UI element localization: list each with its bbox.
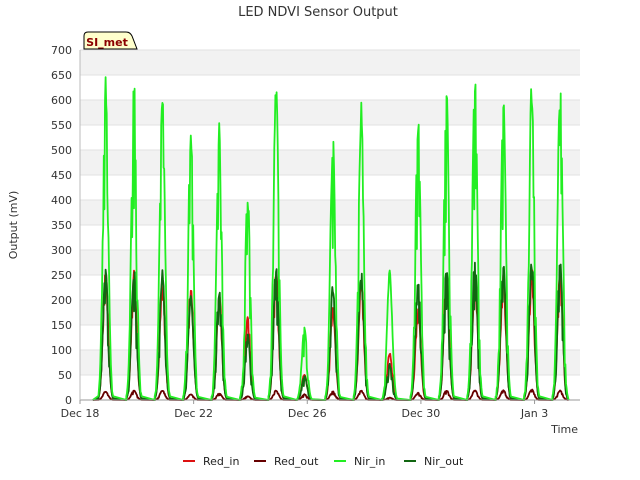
x-tick-label: Dec 18 <box>61 407 100 420</box>
legend-item: Red_out <box>254 455 319 468</box>
y-tick-label: 400 <box>51 194 72 207</box>
legend-label: Nir_in <box>354 455 385 468</box>
x-tick-label: Dec 22 <box>174 407 213 420</box>
axes <box>79 50 580 401</box>
plot-band <box>80 75 580 100</box>
y-tick-label: 0 <box>65 394 72 407</box>
series-line-red-out <box>92 388 569 401</box>
y-axis-label: Output (mV) <box>7 191 20 260</box>
legend: Red_in Red_out Nir_in Nir_out <box>183 455 464 468</box>
y-tick-label: 300 <box>51 244 72 257</box>
series-lines <box>92 76 570 401</box>
plot-band <box>80 50 580 75</box>
y-tick-label: 500 <box>51 144 72 157</box>
series-line-nir-in <box>92 76 570 401</box>
y-tick-label: 100 <box>51 344 72 357</box>
x-tick-labels: Dec 18 Dec 22 Dec 26 Dec 30 Jan 3 <box>61 400 548 420</box>
x-tick-label: Dec 26 <box>288 407 327 420</box>
legend-label: Nir_out <box>424 455 464 468</box>
y-tick-label: 650 <box>51 69 72 82</box>
legend-label: Red_in <box>203 455 239 468</box>
y-tick-label: 200 <box>51 294 72 307</box>
y-tick-label: 550 <box>51 119 72 132</box>
site-badge: SI_met <box>83 31 138 50</box>
y-tick-label: 700 <box>51 44 72 57</box>
y-tick-labels: 0 50 100 150 200 250 300 350 400 450 500 550 600 650 7… <box>51 44 72 407</box>
legend-item: Red_in <box>183 455 239 468</box>
y-tick-label: 250 <box>51 269 72 282</box>
legend-item: Nir_out <box>404 455 464 468</box>
legend-item: Nir_in <box>334 455 385 468</box>
site-badge-label: SI_met <box>86 36 128 49</box>
x-axis-label: Time <box>550 423 578 436</box>
x-tick-label: Dec 30 <box>402 407 441 420</box>
plot-band <box>80 175 580 200</box>
y-tick-label: 150 <box>51 319 72 332</box>
x-tick-label: Jan 3 <box>520 407 548 420</box>
y-tick-label: 350 <box>51 219 72 232</box>
chart-title: LED NDVI Sensor Output <box>238 5 398 20</box>
y-tick-label: 450 <box>51 169 72 182</box>
legend-label: Red_out <box>274 455 319 468</box>
y-tick-label: 50 <box>58 369 72 382</box>
y-tick-label: 600 <box>51 94 72 107</box>
